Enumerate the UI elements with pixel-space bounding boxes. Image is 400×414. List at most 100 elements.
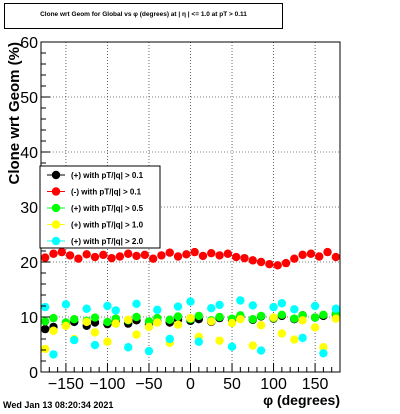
data-point	[310, 301, 320, 311]
data-point	[215, 312, 224, 322]
y-tick-label: 50	[20, 90, 38, 107]
data-point	[186, 313, 195, 323]
x-tick-label: 0	[186, 376, 195, 393]
data-point	[227, 318, 237, 328]
legend-marker	[51, 236, 61, 246]
data-point	[144, 322, 154, 332]
data-point	[90, 252, 100, 262]
data-point	[124, 315, 133, 324]
axis-ticks: 0 10 20 30 40 50 60 −150 −100 −50 0 50 100 150	[20, 35, 333, 393]
data-point	[144, 346, 154, 356]
legend-label: (-) with pT/|q| > 0.1	[71, 188, 142, 197]
data-point	[273, 261, 282, 270]
legend-label: (+) with pT/|q| > 0.5	[71, 204, 144, 213]
data-point	[49, 313, 58, 323]
data-point	[65, 251, 75, 260]
y-tick-label: 40	[20, 145, 38, 162]
data-point	[298, 250, 307, 260]
data-point	[173, 312, 183, 321]
y-tick-label: 60	[20, 35, 38, 52]
data-point	[194, 337, 204, 346]
data-point	[265, 260, 274, 269]
data-point	[215, 336, 224, 345]
data-point	[331, 314, 341, 323]
data-point	[107, 253, 116, 263]
data-point	[331, 304, 341, 313]
data-point	[182, 250, 191, 259]
data-point	[215, 300, 224, 310]
y-tick-label: 10	[20, 310, 38, 327]
data-point	[49, 326, 58, 335]
data-point	[153, 318, 162, 327]
data-point	[40, 253, 50, 262]
data-point	[227, 342, 237, 351]
data-point	[165, 248, 174, 257]
x-tick-label: −50	[135, 376, 162, 393]
legend-marker	[51, 170, 61, 180]
data-point	[103, 317, 112, 327]
data-point	[248, 315, 257, 324]
data-point	[319, 343, 328, 352]
data-point	[165, 315, 174, 324]
y-tick-label: 30	[20, 200, 38, 217]
data-point	[40, 317, 50, 326]
data-point	[57, 247, 66, 257]
data-point	[310, 323, 320, 332]
y-tick-label: 20	[20, 255, 38, 272]
data-point	[298, 316, 307, 325]
legend-label: (+) with pT/|q| > 2.0	[71, 237, 144, 246]
data-point	[103, 301, 112, 311]
x-axis-label: φ (degrees)	[263, 392, 340, 408]
data-point	[277, 329, 287, 338]
title-box: Clone wrt Geom for Global vs φ (degrees)…	[4, 3, 283, 29]
data-point	[40, 344, 50, 354]
data-point	[256, 311, 266, 321]
data-point	[331, 252, 341, 262]
data-point	[290, 314, 299, 323]
data-point	[277, 299, 287, 308]
x-tick-label: −100	[89, 376, 125, 393]
data-point	[124, 343, 133, 352]
data-point	[157, 251, 166, 260]
data-point	[315, 252, 324, 261]
data-point	[223, 249, 233, 258]
data-point	[190, 247, 199, 257]
data-point	[186, 297, 195, 306]
data-point	[248, 301, 257, 310]
data-point	[132, 299, 141, 308]
y-axis-label: Clone wrt Geom (%)	[6, 42, 23, 185]
y-tick-label: 0	[29, 365, 38, 382]
data-point	[173, 302, 183, 311]
data-point	[248, 256, 257, 265]
data-point	[82, 317, 91, 327]
x-tick-label: 50	[223, 376, 241, 393]
data-point	[132, 251, 141, 261]
data-point	[256, 346, 266, 355]
data-point	[194, 311, 204, 321]
data-point	[290, 254, 299, 263]
data-point	[198, 251, 208, 261]
data-point	[49, 350, 58, 359]
data-point	[269, 302, 278, 312]
data-point	[236, 315, 245, 324]
data-point	[269, 313, 278, 322]
data-point	[281, 258, 291, 268]
data-point	[248, 341, 257, 350]
data-point	[74, 254, 83, 263]
data-point	[173, 320, 183, 329]
data-point	[70, 315, 79, 324]
data-point	[115, 252, 125, 261]
data-point	[231, 252, 241, 262]
data-point	[173, 252, 183, 261]
data-point	[82, 304, 91, 313]
timestamp: Wed Jan 13 08:20:34 2021	[3, 400, 114, 410]
data-point	[40, 302, 50, 312]
legend-marker	[51, 203, 61, 213]
data-point	[215, 251, 224, 260]
data-point	[61, 300, 71, 309]
data-point	[49, 249, 58, 258]
legend: (+) with pT/|q| > 0.1 (-) with pT/|q| > 0…	[39, 165, 161, 249]
data-point	[90, 328, 100, 337]
data-point	[207, 249, 216, 258]
